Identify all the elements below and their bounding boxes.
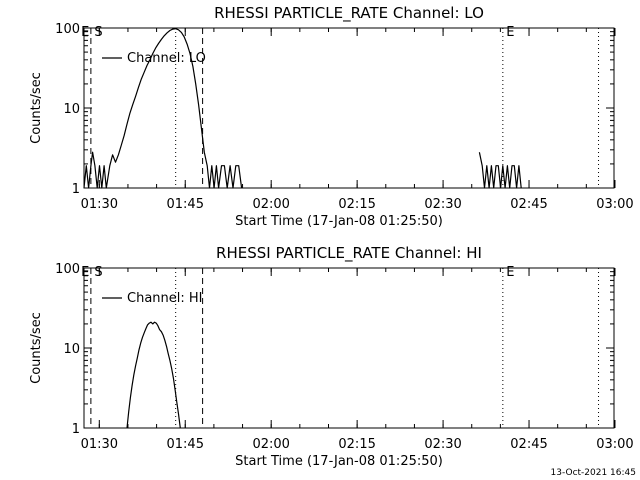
hi-channel-panel: RHESSI PARTICLE_RATE Channel: HI 1 10 100 01…: [29, 244, 634, 469]
y-tick-label: 100: [55, 22, 80, 37]
x-tick-label: 02:45: [510, 437, 547, 452]
x-tick-label: 02:15: [338, 197, 375, 212]
marker-label: E: [81, 25, 89, 40]
marker-label: S: [94, 25, 102, 40]
x-axis-label: Start Time (17-Jan-08 01:25:50): [235, 214, 443, 229]
x-tick-label: 03:00: [596, 197, 633, 212]
x-tick-label: 02:45: [510, 197, 547, 212]
x-tick-label: 02:15: [338, 437, 375, 452]
footer-timestamp: 13-Oct-2021 16:45: [551, 468, 636, 478]
marker-label: E: [506, 265, 514, 280]
y-tick-label: 10: [63, 102, 80, 117]
x-tick-label: 01:30: [81, 197, 118, 212]
y-axis-label: Counts/sec: [29, 72, 44, 144]
y-axis-label: Counts/sec: [29, 312, 44, 384]
y-tick-label: 1: [72, 182, 80, 197]
y-tick-label: 1: [72, 422, 80, 437]
x-tick-label: 01:45: [167, 437, 204, 452]
series-line: [478, 152, 522, 189]
marker-label: E: [506, 25, 514, 40]
x-axis-label: Start Time (17-Jan-08 01:25:50): [235, 454, 443, 469]
x-tick-label: 01:30: [81, 437, 118, 452]
series-line: [83, 28, 243, 189]
x-tick-label: 02:00: [252, 197, 289, 212]
x-tick-label: 02:00: [252, 437, 289, 452]
legend-label: Channel: LO: [127, 51, 206, 66]
lo-channel-panel: RHESSI PARTICLE_RATE Channel: LO 1 10 100 01…: [29, 4, 634, 229]
x-tick-label: 01:45: [167, 197, 204, 212]
chart-title: RHESSI PARTICLE_RATE Channel: HI: [216, 244, 482, 263]
y-tick-label: 10: [63, 342, 80, 357]
legend-label: Channel: HI: [127, 291, 203, 306]
series-line: [126, 321, 181, 429]
y-tick-label: 100: [55, 262, 80, 277]
marker-label: E: [81, 265, 89, 280]
chart-title: RHESSI PARTICLE_RATE Channel: LO: [214, 4, 484, 23]
x-tick-label: 03:00: [596, 437, 633, 452]
x-tick-label: 02:30: [424, 197, 461, 212]
marker-label: S: [94, 265, 102, 280]
x-tick-label: 02:30: [424, 437, 461, 452]
